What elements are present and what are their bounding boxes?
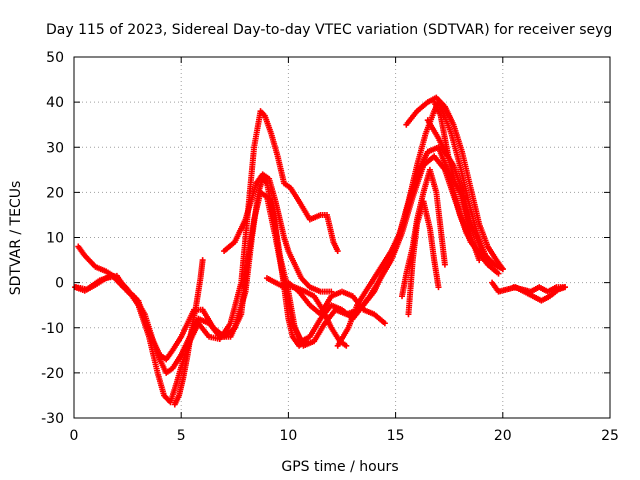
series-track-c [75,108,341,406]
x-tick-label: 20 [494,428,512,444]
data-point-marker [435,284,442,291]
y-axis-label: SDTVAR / TECUs [8,181,24,296]
data-point-marker [499,266,506,273]
data-point-marker [484,257,491,264]
y-tick-label: 0 [55,276,64,292]
y-tick-label: 10 [46,231,64,247]
data-point-marker [199,257,206,264]
series-track-h [268,198,309,349]
x-tick-label: 25 [601,428,619,444]
series-track-e [221,171,335,295]
data-point-marker [343,342,350,349]
data-point-marker [334,248,341,255]
series-track-p [510,284,568,295]
y-tick-label: -10 [41,321,64,337]
series-track-j [403,94,506,273]
data-series [72,94,568,408]
series-track-m [431,99,483,264]
chart-title: Day 115 of 2023, Sidereal Day-to-day VTE… [46,22,612,38]
y-tick-label: 30 [46,140,64,156]
series-track-n [424,117,491,264]
axis-ticks: 0 5 10 15 20 25 -30 -20 -10 0 10 20 30 40 50 [41,50,619,444]
x-tick-label: 10 [279,428,297,444]
data-point-marker [561,284,568,291]
data-point-marker [476,257,483,264]
grid-lines [74,57,610,418]
y-tick-label: 20 [46,185,64,201]
series-track-l [399,166,448,300]
series-track-d [171,257,206,408]
data-point-marker [302,338,309,345]
y-tick-label: -20 [41,366,64,382]
x-axis-label: GPS time / hours [281,459,398,475]
x-tick-label: 0 [70,428,79,444]
data-point-marker [441,261,448,268]
x-tick-label: 15 [387,428,405,444]
y-tick-label: 40 [46,95,64,111]
data-point-marker [381,320,388,327]
y-tick-label: 50 [46,50,64,66]
y-tick-label: -30 [41,411,64,427]
data-point-marker [495,270,502,277]
x-tick-label: 5 [177,428,186,444]
